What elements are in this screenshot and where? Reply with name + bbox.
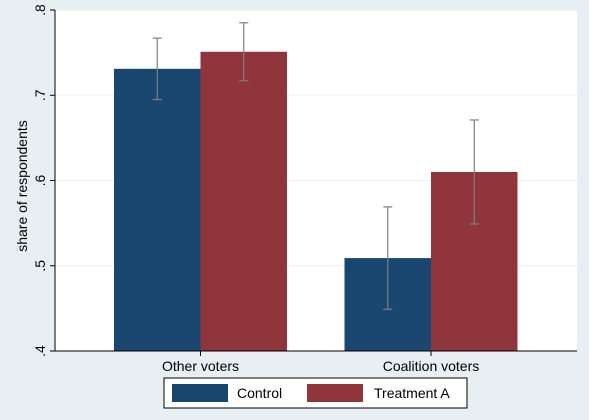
y-tick-label: .4	[32, 345, 48, 357]
y-tick-label: .7	[32, 89, 48, 101]
error-bar	[152, 37, 162, 101]
error-bar	[239, 22, 249, 82]
x-tick-label: Other voters	[162, 358, 239, 374]
axes: .4 .5 .6 .7 .8 Other voters Coalition voters	[32, 4, 577, 374]
legend: Control Treatment A	[163, 377, 468, 409]
y-axis-label: share of respondents	[14, 120, 30, 252]
error-bar	[383, 206, 393, 310]
legend-swatch	[307, 384, 363, 402]
bar-control-other-voters	[114, 68, 201, 351]
x-tick-label: Coalition voters	[383, 358, 480, 374]
y-tick-label: .5	[32, 260, 48, 272]
bars	[114, 51, 518, 352]
y-tick-label: .8	[32, 4, 48, 16]
error-bars	[152, 22, 479, 310]
legend-label: Treatment A	[374, 385, 450, 401]
legend-swatch	[172, 384, 228, 402]
legend-label: Control	[237, 385, 282, 401]
y-tick-label: .6	[32, 174, 48, 186]
error-bar	[469, 119, 479, 225]
bar-treatment-a-other-voters	[200, 51, 287, 352]
